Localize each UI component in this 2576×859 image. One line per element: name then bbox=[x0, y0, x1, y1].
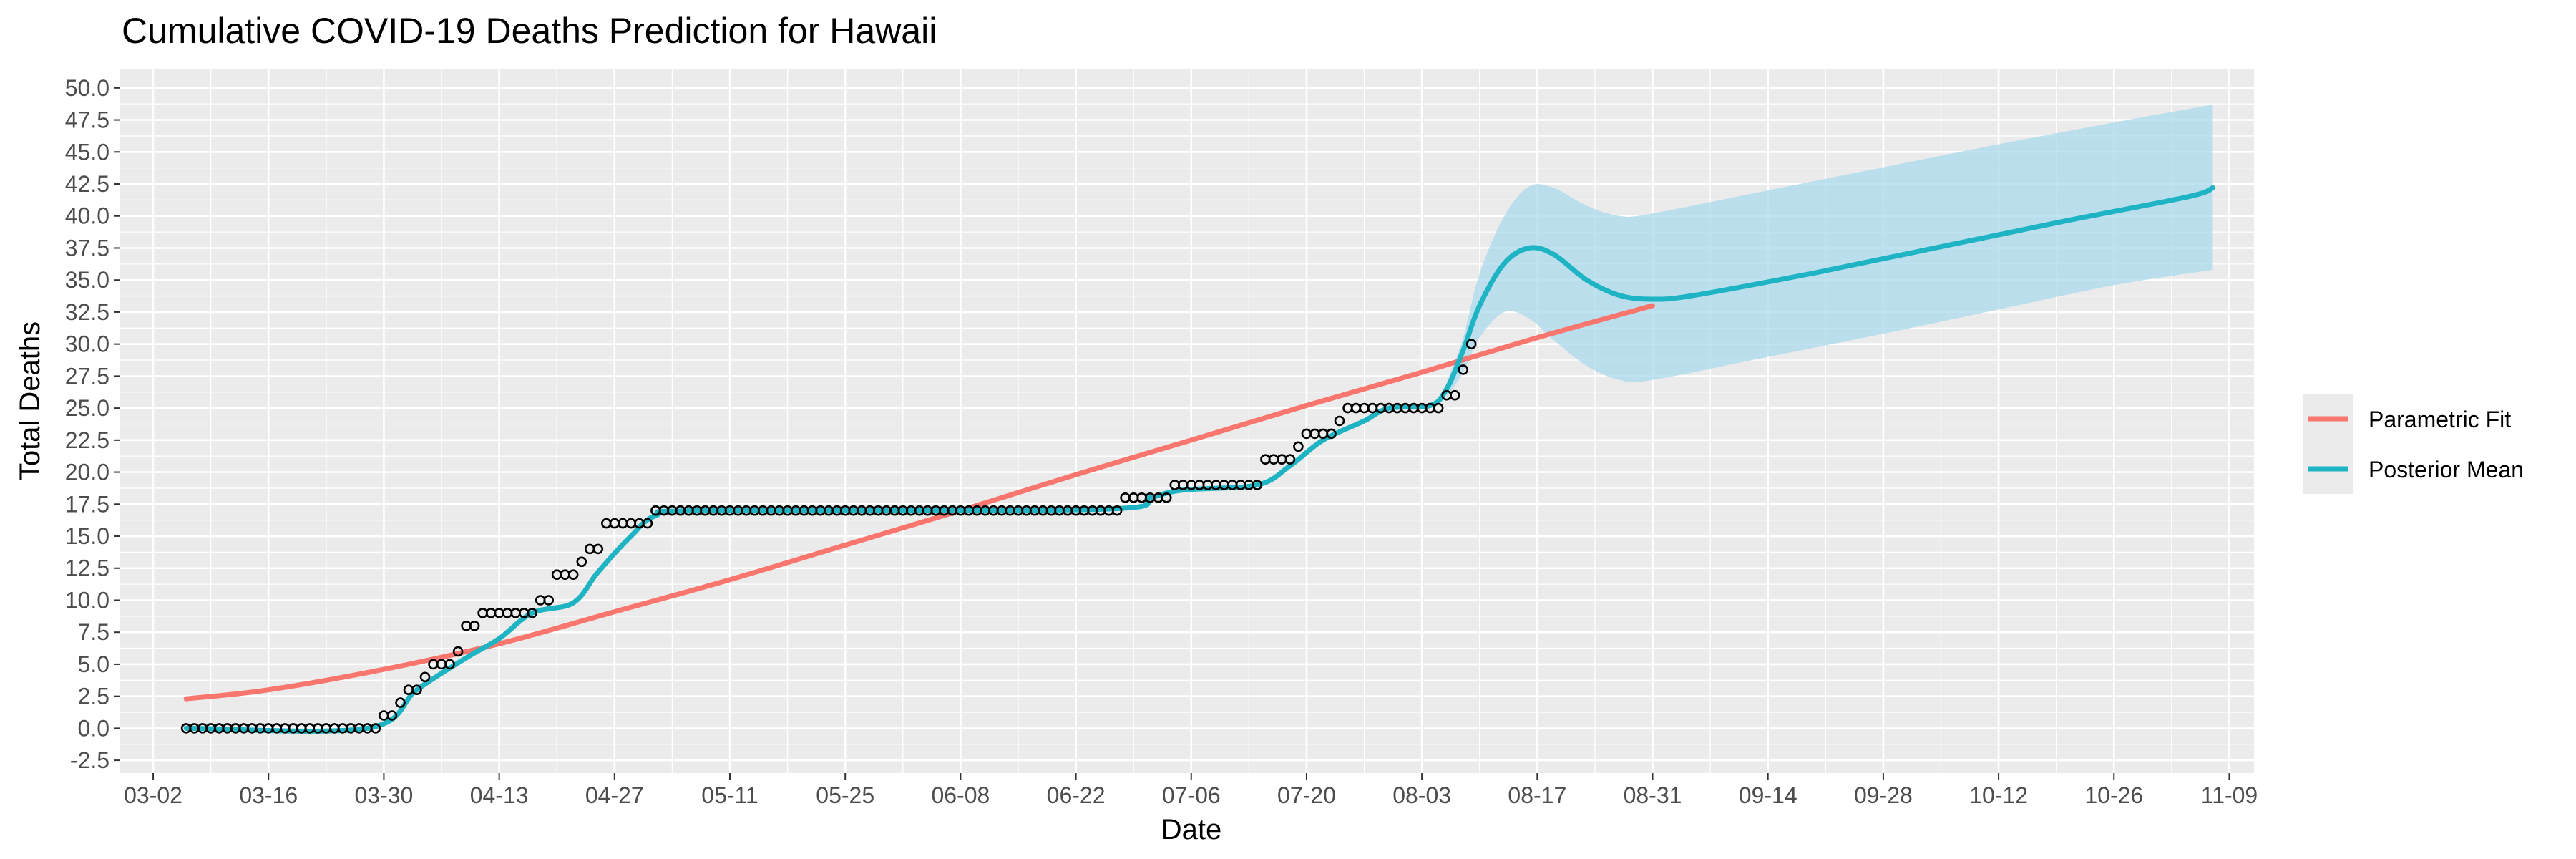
y-tick-label: 22.5 bbox=[65, 427, 109, 453]
x-tick-label: 05-25 bbox=[816, 782, 874, 808]
y-tick-label: -2.5 bbox=[70, 747, 109, 773]
parametric-fit-line bbox=[183, 303, 1655, 702]
observed-point bbox=[592, 543, 604, 555]
y-tick-label: 15.0 bbox=[65, 523, 109, 549]
y-tick-label: 45.0 bbox=[65, 139, 109, 165]
x-tick-label: 04-13 bbox=[470, 782, 529, 808]
observed-points bbox=[180, 339, 1477, 734]
y-tick-label: 47.5 bbox=[65, 107, 109, 133]
y-axis: -2.5 0.0 2.5 5.0 7.5 10.0 12.5 15.0 17.5 20.0 22.5… bbox=[65, 75, 120, 773]
observed-point bbox=[1458, 364, 1468, 375]
y-tick-label: 2.5 bbox=[78, 684, 109, 709]
major-gridlines bbox=[120, 69, 2254, 773]
y-tick-label: 40.0 bbox=[65, 203, 109, 229]
observed-point bbox=[1252, 480, 1263, 490]
observed-point bbox=[1433, 402, 1444, 414]
y-tick-label: 27.5 bbox=[65, 363, 109, 389]
observed-point bbox=[1161, 492, 1172, 503]
x-tick-label: 06-22 bbox=[1047, 782, 1106, 808]
y-tick-label: 12.5 bbox=[65, 555, 109, 581]
x-axis-title: Date bbox=[1161, 814, 1222, 845]
y-tick-label: 42.5 bbox=[65, 171, 109, 197]
y-axis-title: Total Deaths bbox=[14, 321, 46, 480]
observed-point bbox=[1449, 389, 1460, 401]
observed-point bbox=[386, 710, 398, 721]
y-tick-label: 0.0 bbox=[78, 715, 109, 741]
observed-point bbox=[469, 620, 480, 631]
x-tick-label: 09-28 bbox=[1854, 782, 1913, 808]
observed-point bbox=[411, 684, 422, 696]
x-tick-label: 03-16 bbox=[239, 782, 298, 808]
observed-point bbox=[1334, 415, 1345, 427]
observed-point bbox=[1284, 454, 1296, 465]
legend-label-posterior: Posterior Mean bbox=[2368, 457, 2524, 482]
x-tick-label: 03-30 bbox=[355, 782, 414, 808]
x-tick-label: 08-17 bbox=[1508, 782, 1566, 808]
y-tick-label: 17.5 bbox=[65, 491, 109, 517]
posterior-mean-line bbox=[183, 185, 2215, 734]
y-tick-label: 50.0 bbox=[65, 75, 109, 101]
x-axis: 03-02 03-16 03-30 04-13 04-27 05-11 05-25 06-08… bbox=[124, 773, 2258, 808]
observed-point bbox=[1465, 339, 1477, 350]
observed-point bbox=[395, 697, 406, 708]
y-tick-label: 37.5 bbox=[65, 235, 109, 261]
y-tick-label: 32.5 bbox=[65, 299, 109, 325]
legend-label-parametric: Parametric Fit bbox=[2368, 407, 2511, 432]
observed-point bbox=[642, 518, 653, 529]
x-tick-label: 07-06 bbox=[1162, 782, 1221, 808]
observed-point bbox=[1293, 441, 1304, 452]
x-tick-label: 06-08 bbox=[931, 782, 990, 808]
observed-point bbox=[567, 569, 579, 581]
credible-interval-band bbox=[1446, 105, 2213, 398]
chart-title: Cumulative COVID-19 Deaths Prediction fo… bbox=[122, 11, 937, 51]
x-tick-label: 11-09 bbox=[2201, 782, 2258, 808]
y-tick-label: 10.0 bbox=[65, 587, 109, 613]
observed-point bbox=[444, 659, 455, 670]
x-tick-label: 03-02 bbox=[124, 782, 182, 808]
plot-panel bbox=[120, 69, 2254, 773]
observed-point bbox=[452, 646, 464, 657]
x-tick-label: 08-31 bbox=[1624, 782, 1682, 808]
observed-point bbox=[527, 608, 538, 618]
x-tick-label: 09-14 bbox=[1739, 782, 1797, 808]
y-tick-label: 5.0 bbox=[78, 651, 109, 677]
minor-gridlines bbox=[120, 69, 2254, 773]
y-tick-label: 30.0 bbox=[65, 331, 109, 357]
y-tick-label: 7.5 bbox=[78, 619, 109, 645]
observed-point bbox=[1326, 428, 1337, 440]
x-tick-label: 04-27 bbox=[585, 782, 644, 808]
observed-point bbox=[1111, 505, 1123, 516]
y-tick-label: 20.0 bbox=[65, 460, 109, 485]
y-tick-label: 25.0 bbox=[65, 395, 109, 421]
x-tick-label: 10-26 bbox=[2084, 782, 2143, 808]
observed-point bbox=[370, 723, 381, 734]
y-tick-label: 35.0 bbox=[65, 267, 109, 293]
x-tick-label: 10-12 bbox=[1969, 782, 2028, 808]
observed-point bbox=[419, 671, 431, 683]
x-tick-label: 07-20 bbox=[1277, 782, 1336, 808]
observed-point bbox=[576, 556, 587, 568]
x-tick-label: 08-03 bbox=[1392, 782, 1451, 808]
legend: Parametric Fit Posterior Mean bbox=[2303, 394, 2524, 494]
observed-point bbox=[543, 595, 555, 606]
x-tick-label: 05-11 bbox=[701, 782, 758, 808]
